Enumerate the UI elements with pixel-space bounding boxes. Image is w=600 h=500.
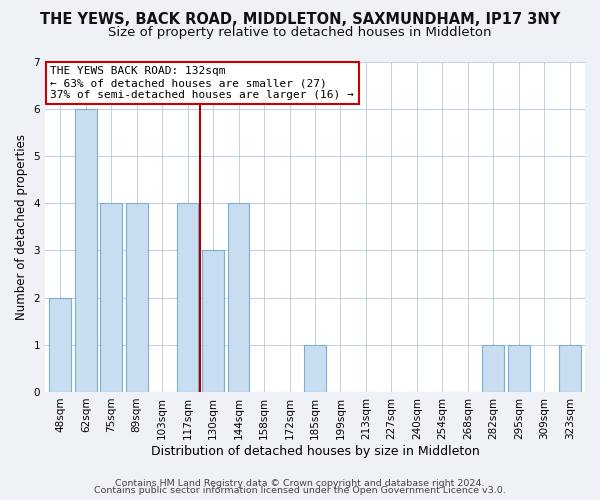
Text: Size of property relative to detached houses in Middleton: Size of property relative to detached ho… xyxy=(108,26,492,39)
Bar xyxy=(228,203,250,392)
Text: THE YEWS, BACK ROAD, MIDDLETON, SAXMUNDHAM, IP17 3NY: THE YEWS, BACK ROAD, MIDDLETON, SAXMUNDH… xyxy=(40,12,560,28)
Bar xyxy=(126,203,148,392)
Text: THE YEWS BACK ROAD: 132sqm
← 63% of detached houses are smaller (27)
37% of semi: THE YEWS BACK ROAD: 132sqm ← 63% of deta… xyxy=(50,66,354,100)
Bar xyxy=(482,345,504,392)
Bar xyxy=(100,203,122,392)
Text: Contains public sector information licensed under the Open Government Licence v3: Contains public sector information licen… xyxy=(94,486,506,495)
Bar xyxy=(177,203,199,392)
Text: Contains HM Land Registry data © Crown copyright and database right 2024.: Contains HM Land Registry data © Crown c… xyxy=(115,478,485,488)
Bar xyxy=(49,298,71,392)
Bar xyxy=(559,345,581,392)
Bar xyxy=(75,108,97,392)
Bar xyxy=(202,250,224,392)
Bar xyxy=(304,345,326,392)
X-axis label: Distribution of detached houses by size in Middleton: Distribution of detached houses by size … xyxy=(151,444,479,458)
Y-axis label: Number of detached properties: Number of detached properties xyxy=(15,134,28,320)
Bar xyxy=(508,345,530,392)
